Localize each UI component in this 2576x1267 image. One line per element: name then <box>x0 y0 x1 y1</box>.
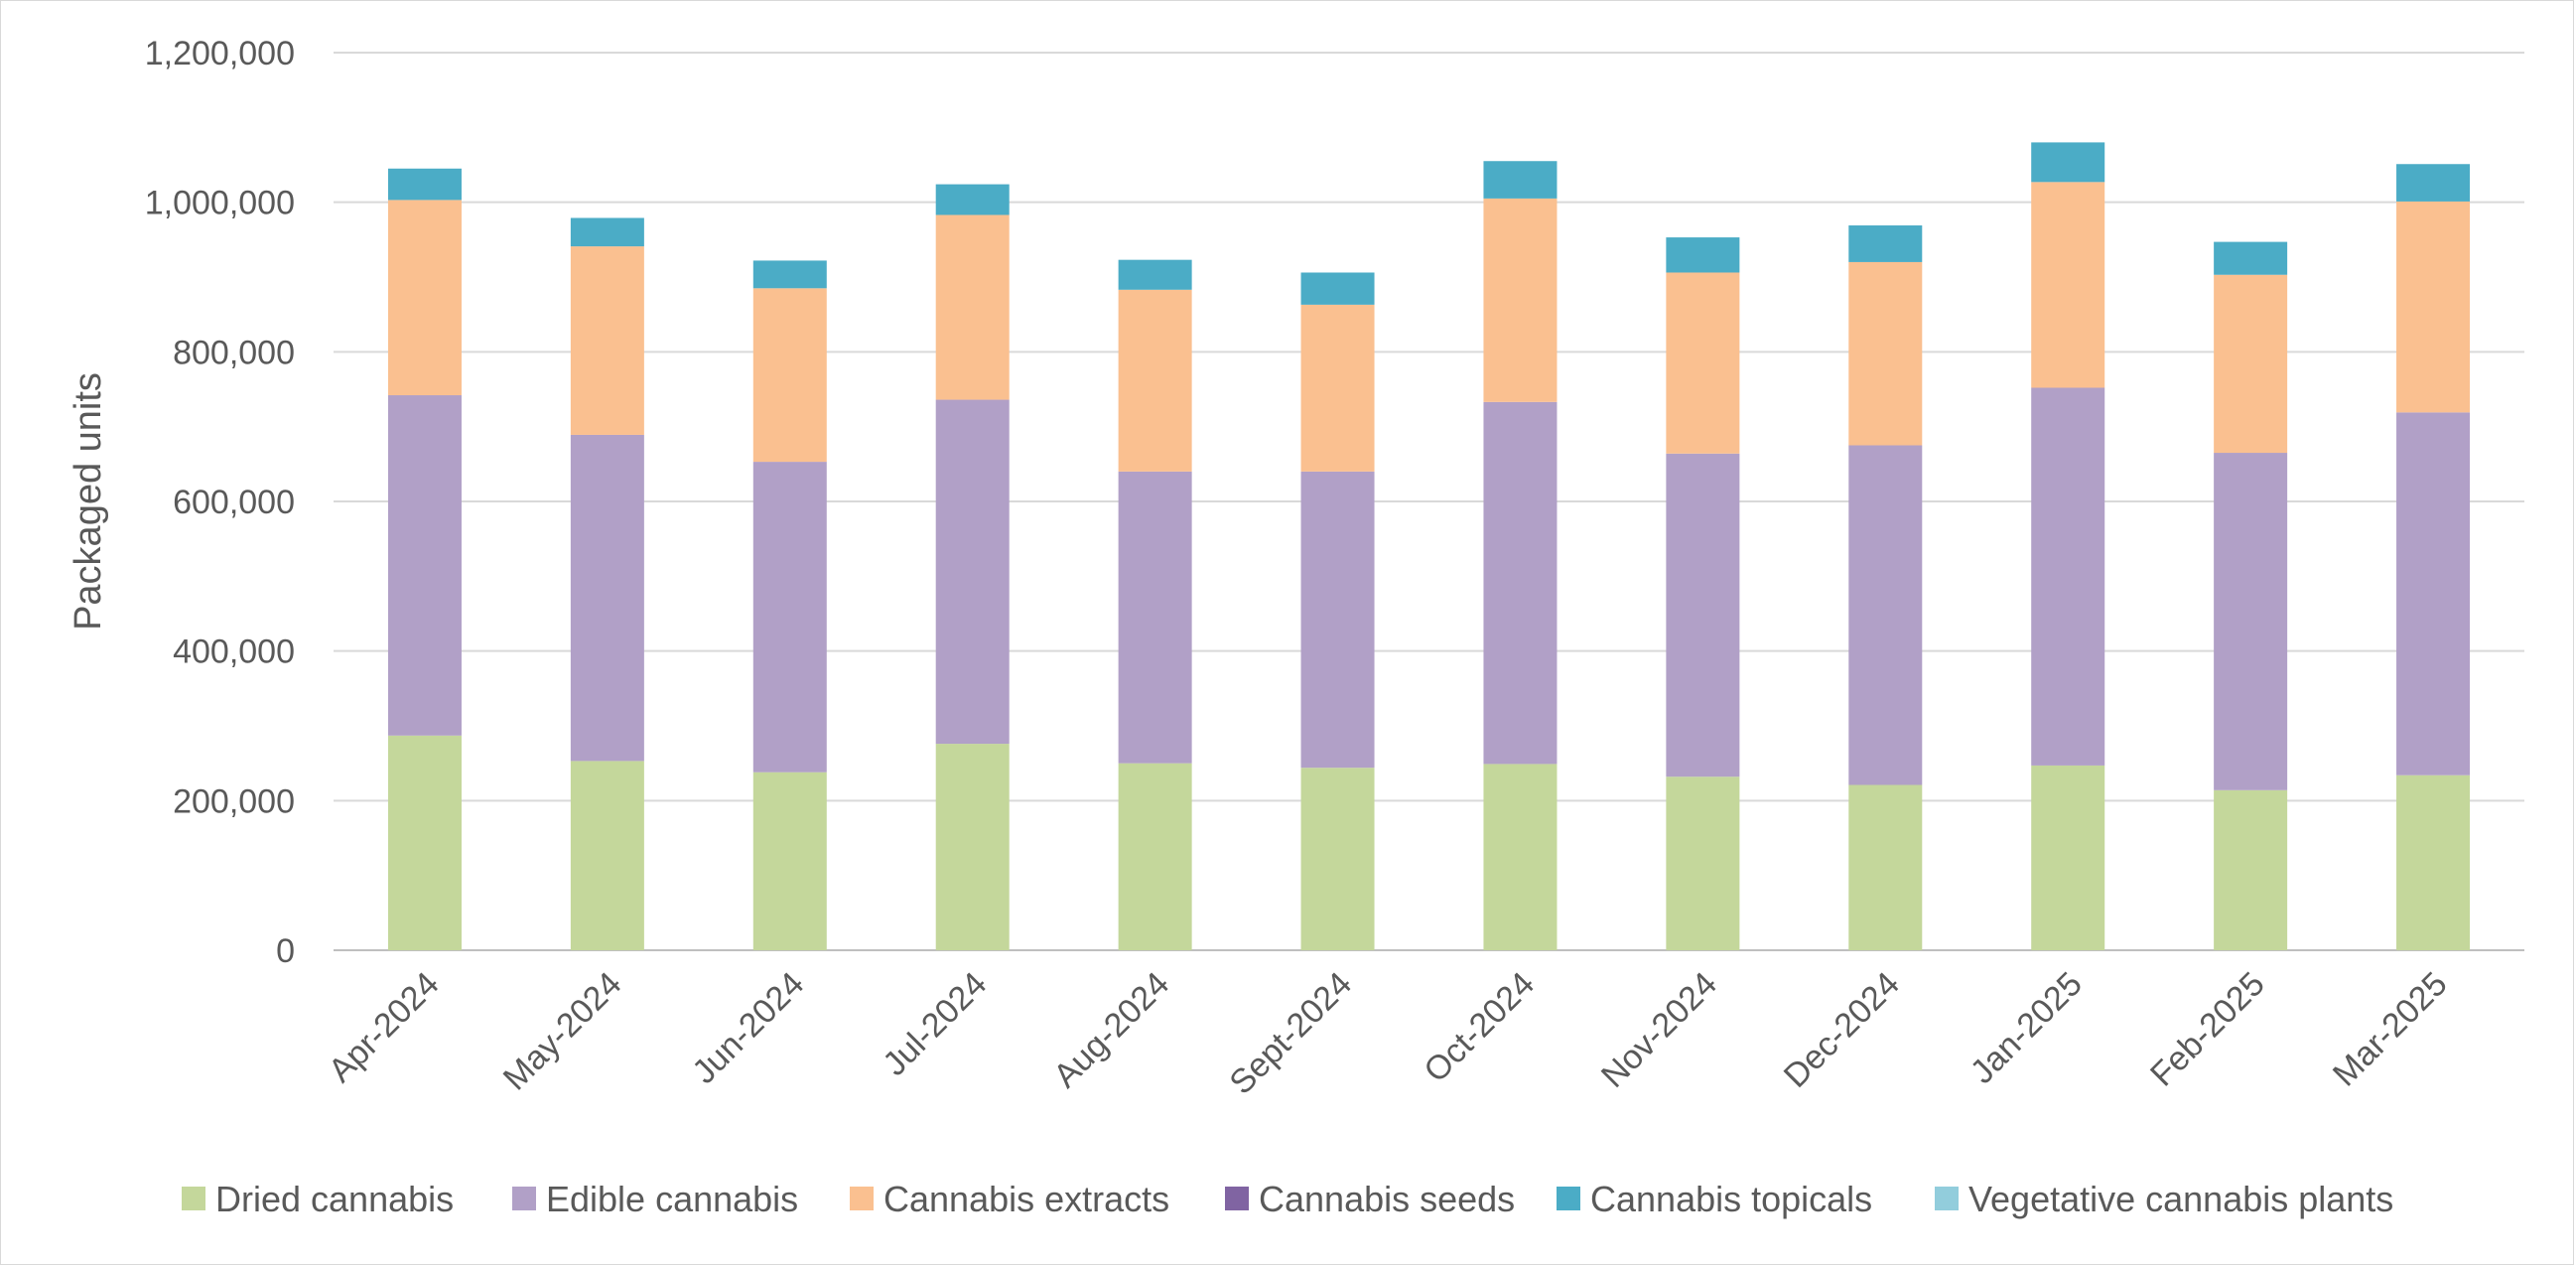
bar-segment <box>2031 765 2105 950</box>
bar-segment <box>1666 272 1740 454</box>
bar-segment <box>1848 784 1923 950</box>
bar-segment <box>1483 161 1558 199</box>
bar-segment <box>1300 272 1375 305</box>
bar-segment <box>935 399 1010 745</box>
legend-label: Cannabis topicals <box>1590 1179 1872 1219</box>
bar-segment <box>1848 445 1923 785</box>
bar-segment <box>570 761 644 950</box>
x-tick-label: May-2024 <box>496 965 629 1098</box>
y-tick-label: 1,000,000 <box>145 185 295 222</box>
bar-segment <box>1118 289 1192 472</box>
bar-segment <box>1483 401 1558 765</box>
legend-swatch <box>1935 1187 1959 1210</box>
legend: Dried cannabis Edible cannabis Cannabis ex… <box>182 1179 2393 1219</box>
bar-segment <box>2214 789 2288 950</box>
bar-segment <box>2396 164 2471 202</box>
x-tick-label: Jul-2024 <box>876 965 994 1083</box>
bar-segment <box>1483 198 1558 402</box>
bar-segment <box>1666 237 1740 273</box>
bar-segment <box>2031 142 2105 183</box>
bar-segment <box>2214 453 2288 790</box>
bar-segment <box>1666 453 1740 777</box>
bar-segment <box>1848 225 1923 262</box>
y-tick-label: 800,000 <box>173 334 295 371</box>
bar-segment <box>1118 763 1192 950</box>
y-tick-label: 400,000 <box>173 634 295 671</box>
bar-segment <box>1300 304 1375 472</box>
bar-segment <box>935 184 1010 215</box>
legend-swatch <box>512 1187 536 1210</box>
y-tick-label: 1,200,000 <box>145 35 295 72</box>
gridlines <box>334 52 2524 951</box>
legend-label: Dried cannabis <box>215 1179 454 1219</box>
bar-segment <box>387 200 462 396</box>
bar-segment <box>570 246 644 435</box>
bar-segment <box>2396 412 2471 775</box>
bar-segment <box>1300 768 1375 950</box>
bar-segment <box>752 462 827 773</box>
bar-segment <box>1666 776 1740 950</box>
y-axis-title: Packaged units <box>68 372 109 631</box>
bars <box>387 142 2471 950</box>
bar-segment <box>1118 259 1192 290</box>
bar-segment <box>2396 774 2471 950</box>
x-tick-label: Oct-2024 <box>1417 965 1542 1090</box>
bar-segment <box>2396 201 2471 413</box>
bar-segment <box>1483 764 1558 950</box>
bar-segment <box>935 744 1010 950</box>
x-tick-label: Apr-2024 <box>322 965 447 1090</box>
bar-segment <box>2214 274 2288 454</box>
bar-segment <box>752 772 827 950</box>
legend-label: Cannabis extracts <box>883 1179 1169 1219</box>
x-tick-label: Aug-2024 <box>1046 965 1176 1095</box>
bar-segment <box>2031 182 2105 388</box>
legend-label: Edible cannabis <box>546 1179 798 1219</box>
x-tick-label: Dec-2024 <box>1777 965 1907 1095</box>
bar-segment <box>1118 471 1192 764</box>
bar-segment <box>570 434 644 762</box>
legend-label: Cannabis seeds <box>1259 1179 1515 1219</box>
legend-swatch <box>850 1187 874 1210</box>
bar-segment <box>1300 471 1375 769</box>
bar-segment <box>2214 241 2288 275</box>
legend-label: Vegetative cannabis plants <box>1968 1179 2393 1219</box>
x-tick-label: Jan-2025 <box>1964 965 2090 1091</box>
x-tick-label: Feb-2025 <box>2143 965 2272 1094</box>
bar-segment <box>387 395 462 736</box>
bar-segment <box>387 168 462 201</box>
y-tick-label: 0 <box>276 932 295 970</box>
x-axis-ticks: Apr-2024 May-2024 Jun-2024 Jul-2024 Aug-2024… <box>322 965 2455 1102</box>
x-tick-label: Mar-2025 <box>2326 965 2455 1094</box>
y-axis-ticks: 0 200,000 400,000 600,000 800,000 1,000,000 1,… <box>145 35 295 970</box>
bar-segment <box>570 217 644 247</box>
y-tick-label: 600,000 <box>173 484 295 521</box>
x-tick-label: Nov-2024 <box>1594 965 1724 1095</box>
x-tick-label: Sept-2024 <box>1222 965 1359 1102</box>
bar-segment <box>935 214 1010 400</box>
bar-segment <box>752 288 827 463</box>
legend-swatch <box>182 1187 205 1210</box>
bar-segment <box>387 735 462 950</box>
legend-swatch <box>1225 1187 1249 1210</box>
bar-segment <box>1848 261 1923 446</box>
bar-segment <box>752 260 827 289</box>
legend-swatch <box>1557 1187 1580 1210</box>
y-tick-label: 200,000 <box>173 782 295 820</box>
x-tick-label: Jun-2024 <box>685 965 811 1091</box>
bar-segment <box>2031 387 2105 766</box>
